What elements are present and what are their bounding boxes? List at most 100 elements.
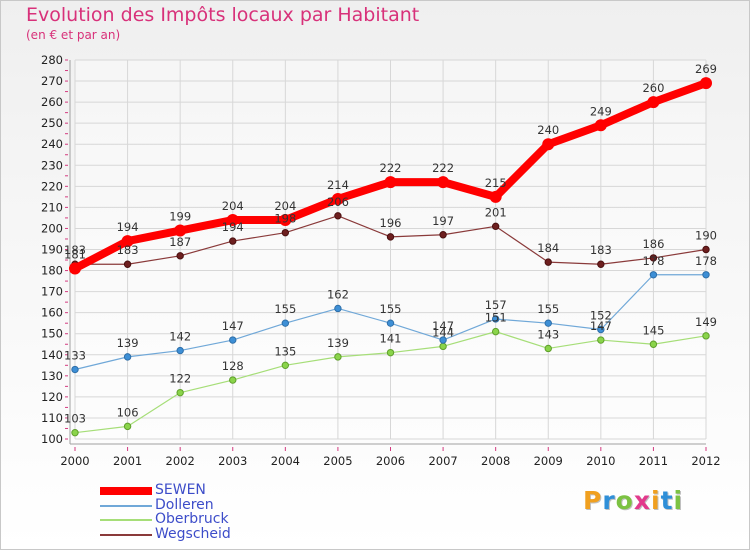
data-point-sewen <box>542 138 555 151</box>
data-point-dolleren <box>386 319 395 327</box>
legend-swatch <box>100 487 152 495</box>
x-tick-label: 2008 <box>481 454 510 468</box>
data-point-wegscheid <box>123 260 132 268</box>
data-label-sewen: 204 <box>274 199 296 213</box>
chart-subtitle: (en € et par an) <box>26 28 121 42</box>
data-label-sewen: 260 <box>642 81 664 95</box>
data-label-wegscheid: 186 <box>642 237 664 251</box>
data-label-wegscheid: 190 <box>695 229 717 243</box>
data-point-oberbruck <box>334 353 342 361</box>
data-label-dolleren: 152 <box>590 309 612 323</box>
y-tick-label: 200 <box>41 221 63 235</box>
data-point-sewen <box>489 190 502 203</box>
y-tick-label: 140 <box>41 348 63 362</box>
y-tick-label: 130 <box>41 369 63 383</box>
x-tick-label: 2009 <box>534 454 563 468</box>
data-point-wegscheid <box>386 233 395 241</box>
data-label-wegscheid: 187 <box>169 235 191 249</box>
data-label-wegscheid: 201 <box>485 205 507 219</box>
data-label-dolleren: 157 <box>485 298 507 312</box>
data-label-dolleren: 178 <box>642 254 664 268</box>
y-tick-label: 210 <box>41 200 63 214</box>
data-label-oberbruck: 135 <box>274 344 296 358</box>
logo-letter: i <box>651 486 661 515</box>
data-point-oberbruck <box>597 336 605 344</box>
legend-swatch <box>100 519 152 521</box>
x-tick-label: 2007 <box>428 454 457 468</box>
data-point-wegscheid <box>544 258 552 266</box>
y-tick-label: 170 <box>41 285 63 299</box>
x-tick-label: 2010 <box>586 454 615 468</box>
data-label-dolleren: 147 <box>432 319 454 333</box>
y-tick-label: 120 <box>41 390 63 404</box>
data-label-sewen: 222 <box>432 161 454 175</box>
data-label-sewen: 269 <box>695 62 717 76</box>
data-point-oberbruck <box>71 428 79 437</box>
data-point-sewen <box>647 96 660 109</box>
x-tick-label: 2011 <box>639 454 668 468</box>
data-label-wegscheid: 183 <box>117 243 139 257</box>
data-point-wegscheid <box>702 245 710 254</box>
y-tick-label: 240 <box>41 137 63 151</box>
data-label-oberbruck: 106 <box>117 405 139 419</box>
data-point-sewen <box>69 262 81 275</box>
data-point-oberbruck <box>702 332 710 340</box>
data-label-wegscheid: 183 <box>64 243 86 257</box>
data-point-oberbruck <box>386 348 395 357</box>
data-point-wegscheid <box>229 237 237 245</box>
data-point-wegscheid <box>334 212 342 220</box>
proxiti-logo: Proxiti <box>583 486 683 515</box>
data-point-wegscheid <box>176 252 184 260</box>
y-tick-label: 100 <box>41 432 63 446</box>
data-label-oberbruck: 122 <box>169 372 191 386</box>
data-point-dolleren <box>702 271 710 279</box>
data-label-sewen: 194 <box>117 220 139 234</box>
data-point-sewen <box>174 224 187 237</box>
data-point-dolleren <box>597 325 605 334</box>
data-point-oberbruck <box>491 327 500 336</box>
data-label-oberbruck: 141 <box>380 332 402 346</box>
data-label-dolleren: 178 <box>695 254 717 268</box>
data-point-dolleren <box>123 353 132 361</box>
data-point-sewen <box>594 119 607 132</box>
data-point-wegscheid <box>597 260 605 268</box>
data-label-sewen: 214 <box>327 178 349 192</box>
y-tick-label: 190 <box>41 243 63 257</box>
legend-label: Dolleren <box>155 496 214 513</box>
y-tick-label: 230 <box>41 158 63 172</box>
data-label-sewen: 215 <box>485 176 507 190</box>
data-label-wegscheid: 198 <box>274 212 296 226</box>
y-tick-label: 250 <box>41 116 63 130</box>
data-point-dolleren <box>176 346 184 355</box>
data-label-sewen: 199 <box>169 210 191 224</box>
data-label-oberbruck: 147 <box>590 319 612 333</box>
data-label-oberbruck: 143 <box>537 327 559 341</box>
y-tick-label: 110 <box>41 411 63 425</box>
data-label-oberbruck: 139 <box>327 336 349 350</box>
data-point-oberbruck <box>229 376 237 384</box>
data-label-dolleren: 162 <box>327 287 349 301</box>
logo-letter: r <box>602 486 616 515</box>
data-point-oberbruck <box>649 340 658 348</box>
data-label-wegscheid: 183 <box>590 243 612 257</box>
logo-letter: x <box>633 486 651 515</box>
data-label-dolleren: 147 <box>222 319 244 333</box>
data-point-sewen <box>331 192 344 205</box>
data-point-dolleren <box>544 319 552 327</box>
data-point-sewen <box>384 176 397 189</box>
legend-label: Wegscheid <box>155 525 231 542</box>
data-label-sewen: 204 <box>222 199 244 213</box>
legend-swatch <box>100 504 152 507</box>
y-tick-label: 220 <box>41 179 63 193</box>
data-point-oberbruck <box>281 361 290 370</box>
data-label-oberbruck: 103 <box>64 412 86 426</box>
data-point-wegscheid <box>491 222 500 231</box>
legend-swatch <box>100 533 152 536</box>
y-tick-label: 280 <box>41 53 63 67</box>
data-label-wegscheid: 194 <box>222 220 244 234</box>
chart-title: Evolution des Impôts locaux par Habitant <box>26 4 420 26</box>
data-point-dolleren <box>491 315 500 323</box>
data-label-oberbruck: 149 <box>695 315 717 329</box>
data-point-dolleren <box>229 336 237 344</box>
